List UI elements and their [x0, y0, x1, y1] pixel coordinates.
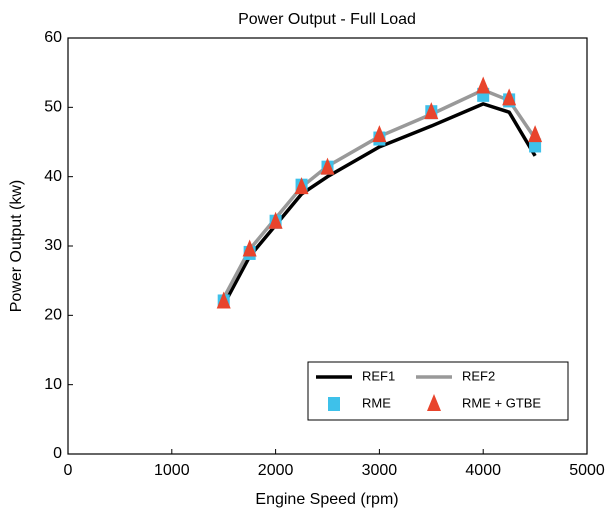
triangle-marker: [216, 291, 231, 309]
y-tick-label: 50: [44, 99, 62, 116]
legend-label: REF2: [462, 368, 495, 383]
legend-label: RME: [362, 395, 391, 410]
series-line: [222, 88, 537, 299]
triangle-marker: [268, 211, 283, 229]
y-tick-label: 30: [44, 237, 62, 254]
series-line: [222, 102, 537, 306]
y-tick-label: 40: [44, 168, 62, 185]
x-axis-label: Engine Speed (rpm): [255, 491, 398, 508]
triangle-marker: [427, 394, 441, 411]
x-tick-label: 3000: [362, 462, 398, 479]
triangle-marker: [294, 177, 309, 195]
triangle-marker: [476, 76, 491, 94]
x-tick-label: 0: [64, 462, 73, 479]
chart-title: Power Output - Full Load: [238, 11, 416, 28]
square-marker: [328, 397, 340, 411]
y-tick-label: 20: [44, 307, 62, 324]
x-tick-label: 2000: [258, 462, 294, 479]
triangle-marker: [528, 125, 543, 143]
legend-box: [307, 361, 569, 421]
x-tick-label: 5000: [569, 462, 605, 479]
y-tick-label: 0: [53, 445, 62, 462]
x-tick-label: 4000: [465, 462, 501, 479]
triangle-marker: [242, 239, 257, 257]
y-axis-label: Power Output (kw): [8, 180, 25, 312]
y-tick-label: 10: [44, 376, 62, 393]
triangle-marker: [502, 88, 517, 106]
x-tick-label: 1000: [154, 462, 190, 479]
y-tick-label: 60: [44, 29, 62, 46]
triangle-marker: [372, 125, 387, 143]
triangle-marker: [424, 102, 439, 120]
legend-label: REF1: [362, 368, 395, 383]
legend-label: RME + GTBE: [462, 395, 541, 410]
triangle-marker: [320, 157, 335, 175]
